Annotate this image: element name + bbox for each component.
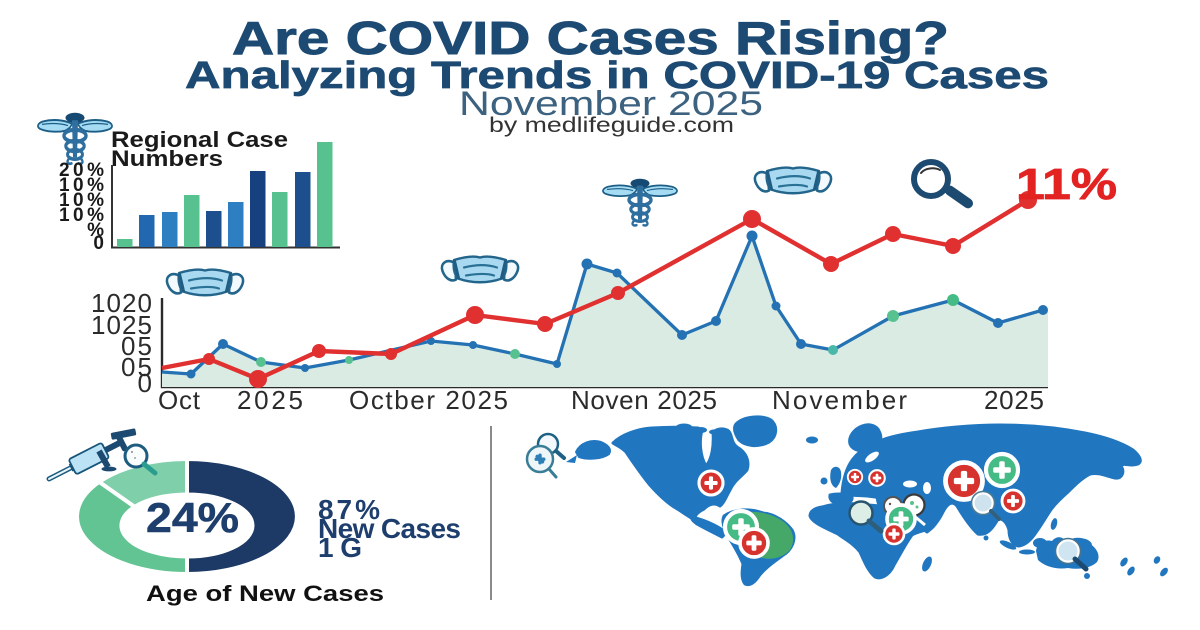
svg-text:1025: 1025	[91, 310, 152, 340]
svg-text:Analyzing Trends in COVID-19 C: Analyzing Trends in COVID-19 Cases	[185, 55, 1049, 97]
svg-text:11%: 11%	[1016, 160, 1117, 209]
svg-text:%: %	[87, 220, 104, 241]
svg-text:87%: 87%	[318, 494, 380, 525]
svg-text:2025: 2025	[237, 385, 303, 415]
svg-text:24%: 24%	[146, 494, 239, 541]
svg-text:November 2025: November 2025	[459, 85, 763, 123]
svg-text:November: November	[772, 385, 907, 415]
svg-text:Oct: Oct	[158, 385, 201, 415]
svg-text:Age of New Cases: Age of New Cases	[146, 581, 384, 606]
svg-text:1G: 1G	[318, 532, 362, 563]
svg-text:Octber 2025: Octber 2025	[349, 385, 508, 415]
svg-text:2025: 2025	[984, 385, 1044, 415]
svg-text:0: 0	[138, 368, 152, 398]
svg-text:Numbers: Numbers	[111, 146, 223, 171]
svg-text:Are COVID Cases Rising?: Are COVID Cases Rising?	[232, 12, 949, 64]
svg-text:by medlifeguide.com: by medlifeguide.com	[489, 114, 734, 137]
svg-text:0: 0	[93, 233, 104, 254]
svg-text:Noven 2025: Noven 2025	[571, 385, 717, 415]
svg-text:1020: 1020	[91, 288, 152, 318]
svg-text:New Cases: New Cases	[318, 513, 461, 544]
svg-text:Regional Case: Regional Case	[111, 127, 288, 152]
